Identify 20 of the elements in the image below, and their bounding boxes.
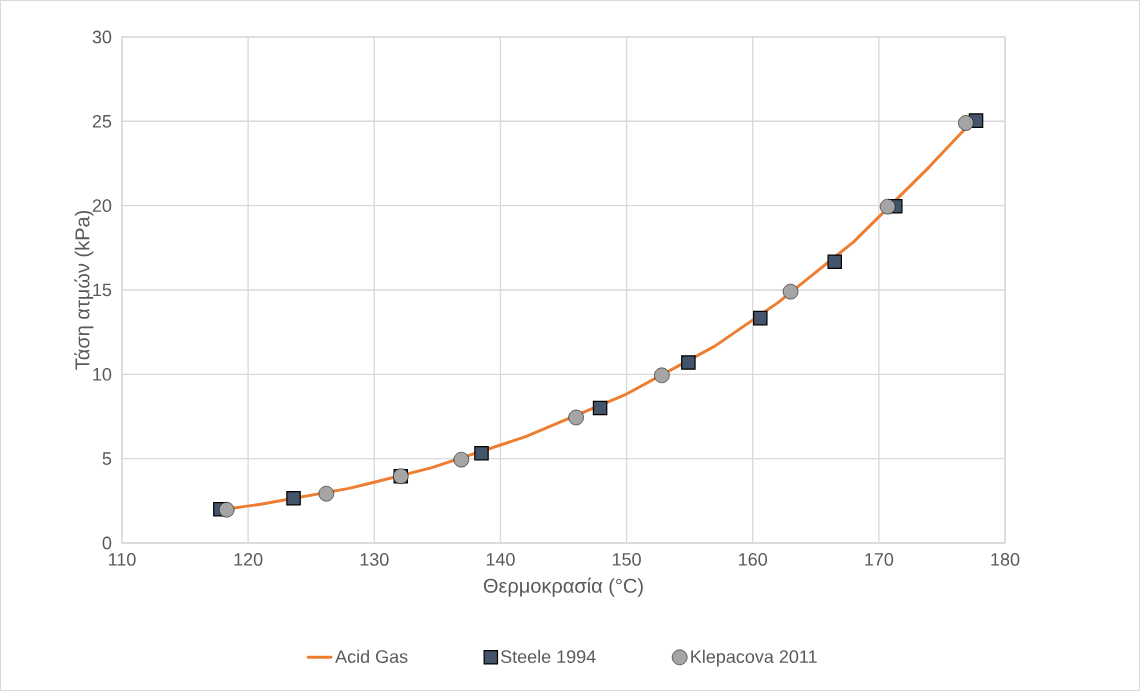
x-tick-label: 170 [865,553,894,566]
x-tick-label: 180 [991,553,1020,566]
x-tick-label: 140 [486,553,515,566]
x-tick-label: 160 [739,553,768,566]
y-tick-label: 5 [102,452,112,465]
y-tick-label: 10 [93,367,112,381]
y-tick-label: 25 [92,114,112,128]
y-tick-label: 20 [92,199,112,213]
legend-label: Acid Gas [335,649,408,664]
x-tick-label: 150 [612,553,641,566]
y-tick-label: 15 [93,283,112,297]
x-tick-label: 110 [109,553,136,566]
y-axis-title: Τάση ατμών (kPa) [74,210,94,370]
legend-label: Klepacova 2011 [691,649,817,667]
x-tick-label: 130 [360,553,389,566]
legend-label: Steele 1994 [500,649,596,664]
y-tick-label: 30 [92,30,112,44]
x-tick-label: 120 [234,553,263,566]
y-tick-label: 0 [102,536,112,550]
x-axis-title: Θερμοκρασία (°C) [483,577,643,597]
